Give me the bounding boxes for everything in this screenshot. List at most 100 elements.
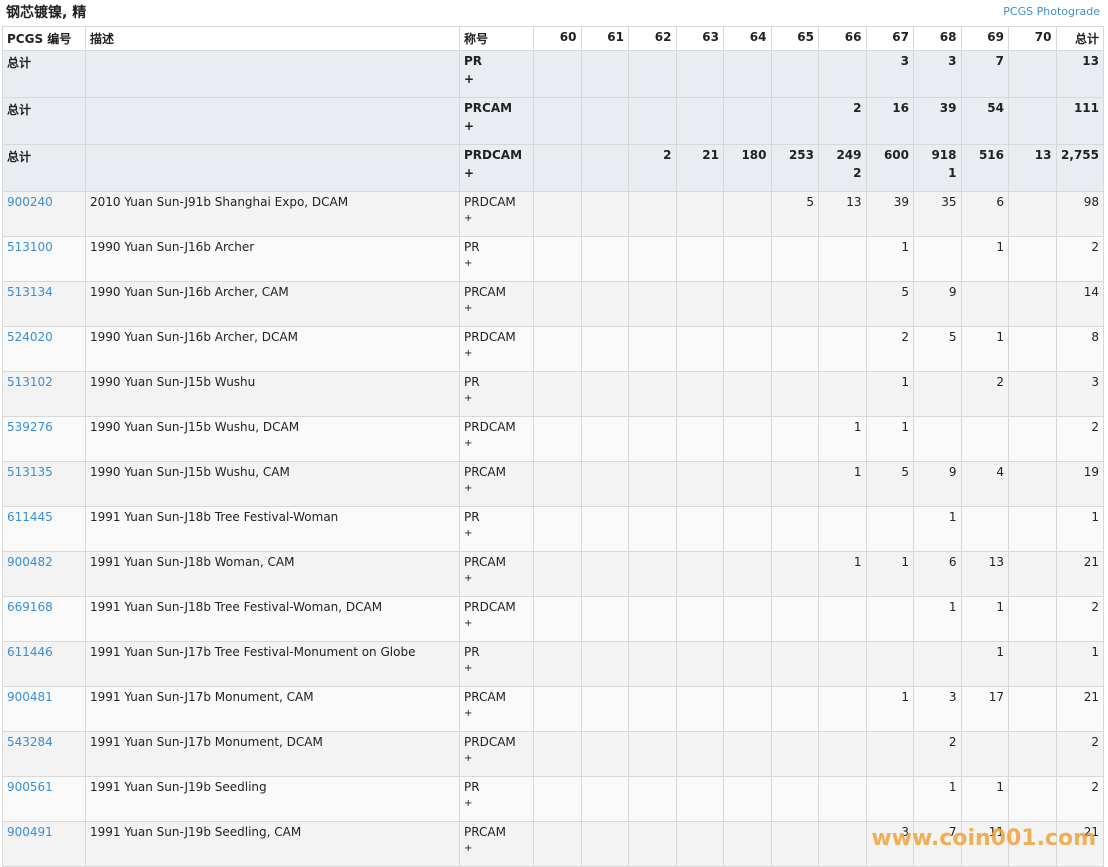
total-cell: 8	[1055, 326, 1104, 372]
pcgs-link[interactable]: 669168	[7, 600, 53, 614]
cell-main: 5	[948, 330, 957, 344]
grade-cell	[533, 686, 582, 732]
cell-main: 1991 Yuan Sun-J18b Woman, CAM	[90, 555, 295, 569]
grade-cell	[533, 596, 582, 642]
cell-main: 1	[901, 555, 909, 569]
grade-cell	[580, 821, 629, 867]
grade-cell	[1008, 686, 1057, 732]
cell-plus: +	[464, 438, 473, 449]
total-cell: 21	[1055, 686, 1104, 732]
cell-main: 1991 Yuan Sun-J18b Tree Festival-Woman	[90, 510, 339, 524]
cell-plus: +	[464, 618, 473, 629]
cell-main: 8	[1091, 330, 1099, 344]
grade-cell: 9	[913, 281, 962, 327]
photograde-link[interactable]: PCGS Photograde	[1003, 5, 1100, 18]
cell-main: PRCAM	[464, 101, 513, 115]
cell-main: PRDCAM	[464, 148, 523, 162]
pcgs-link[interactable]: 611446	[7, 645, 53, 659]
cell-main: 1990 Yuan Sun-J15b Wushu, DCAM	[90, 420, 300, 434]
column-header: 称号	[459, 26, 534, 51]
grade-cell	[723, 236, 772, 282]
grade-cell: 9	[913, 461, 962, 507]
grade-cell	[818, 821, 867, 867]
grade-cell	[533, 97, 582, 145]
grade-cell	[1008, 281, 1057, 327]
summary-row: 总计 PR +3 3 7 13	[2, 50, 1104, 98]
total-cell: 2	[1055, 731, 1104, 777]
column-header: 64	[723, 26, 772, 51]
cell-main: 2	[1091, 240, 1099, 254]
cell-main: 35	[941, 195, 957, 209]
pcgs-link[interactable]: 513100	[7, 240, 53, 254]
pcgs-link[interactable]: 900491	[7, 825, 53, 839]
pcgs-link[interactable]: 900561	[7, 780, 53, 794]
grade-cell	[770, 821, 819, 867]
cell-main: 5	[806, 195, 814, 209]
grade-cell	[628, 641, 677, 687]
grade-cell	[818, 236, 867, 282]
column-header: 63	[675, 26, 724, 51]
cell-main: 1991 Yuan Sun-J19b Seedling	[90, 780, 267, 794]
total-cell: 2,755	[1055, 144, 1104, 192]
pcgs-link[interactable]: 900240	[7, 195, 53, 209]
grade-cell	[675, 281, 724, 327]
description-cell	[85, 97, 460, 145]
data-row: 513135 1990 Yuan Sun-J15b Wushu, CAM PRCAM…	[2, 461, 1104, 507]
grade-cell	[1008, 461, 1057, 507]
column-header: 总计	[1055, 26, 1104, 51]
grade-cell	[1008, 236, 1057, 282]
cell-main: 1	[901, 240, 909, 254]
designation-cell: PR +	[459, 776, 534, 822]
designation-cell: PRDCAM +	[459, 144, 534, 192]
grade-cell: 1	[960, 236, 1009, 282]
grade-cell	[628, 371, 677, 417]
cell-main: 5	[901, 465, 909, 479]
grade-cell	[628, 191, 677, 237]
cell-main: PRDCAM	[464, 195, 516, 209]
grade-cell	[770, 641, 819, 687]
grade-cell	[628, 236, 677, 282]
designation-cell: PRCAM +	[459, 461, 534, 507]
grade-cell	[770, 371, 819, 417]
grade-cell	[580, 461, 629, 507]
cell-main: PR	[464, 54, 483, 68]
column-header: 62	[628, 26, 677, 51]
pcgs-link[interactable]: 513134	[7, 285, 53, 299]
pcgs-link[interactable]: 611445	[7, 510, 53, 524]
grade-cell	[675, 371, 724, 417]
cell-main: 513134	[7, 285, 81, 299]
cell-main: 1991 Yuan Sun-J19b Seedling, CAM	[90, 825, 302, 839]
pcgs-link[interactable]: 539276	[7, 420, 53, 434]
cell-main: 21	[702, 148, 719, 162]
cell-plus: +	[464, 753, 473, 764]
cell-main: 513102	[7, 375, 81, 389]
designation-cell: PRDCAM +	[459, 731, 534, 777]
grade-cell	[675, 326, 724, 372]
description-cell	[85, 50, 460, 98]
pcgs-link[interactable]: 900481	[7, 690, 53, 704]
cell-main: 1	[948, 600, 957, 614]
total-cell: 3	[1055, 371, 1104, 417]
cell-main: PRCAM	[464, 690, 506, 704]
pcgs-link[interactable]: 524020	[7, 330, 53, 344]
grade-cell	[533, 326, 582, 372]
description-cell: 1991 Yuan Sun-J17b Monument, CAM	[85, 686, 460, 732]
grade-cell	[818, 641, 867, 687]
description-cell: 2010 Yuan Sun-J91b Shanghai Expo, DCAM	[85, 191, 460, 237]
grade-cell: 1	[913, 596, 962, 642]
designation-cell: PRCAM +	[459, 821, 534, 867]
total-cell: 2	[1055, 236, 1104, 282]
pcgs-link[interactable]: 513102	[7, 375, 53, 389]
cell-main: 39	[939, 101, 957, 115]
grade-cell	[865, 641, 914, 687]
pcgs-link[interactable]: 513135	[7, 465, 53, 479]
grade-cell	[580, 776, 629, 822]
cell-main: PR	[464, 645, 480, 659]
grade-cell	[533, 371, 582, 417]
pcgs-link[interactable]: 900482	[7, 555, 53, 569]
designation-cell: PRCAM +	[459, 281, 534, 327]
cell-main: 1990 Yuan Sun-J16b Archer, CAM	[90, 285, 289, 299]
grade-cell: 11	[960, 821, 1009, 867]
pcgs-link[interactable]: 543284	[7, 735, 53, 749]
grade-cell	[723, 506, 772, 552]
